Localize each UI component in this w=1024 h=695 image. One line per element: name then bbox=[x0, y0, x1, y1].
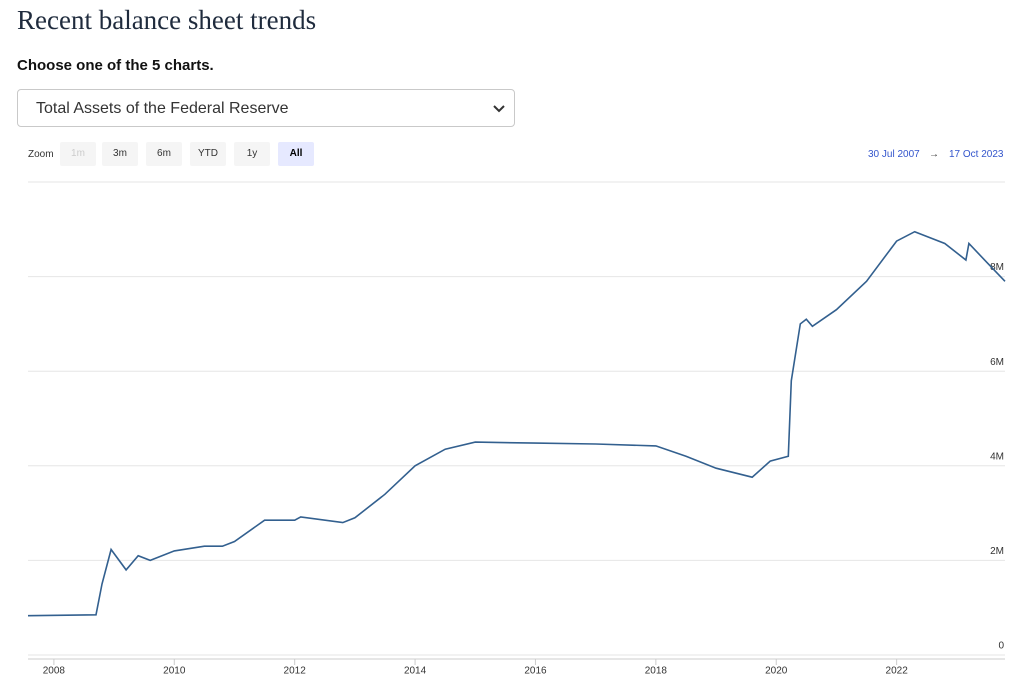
x-tick-label: 2014 bbox=[404, 666, 427, 677]
x-tick-label: 2008 bbox=[43, 666, 66, 677]
x-tick-label: 2020 bbox=[765, 666, 788, 677]
zoom-button[interactable]: 1y bbox=[234, 142, 270, 166]
zoom-button[interactable]: YTD bbox=[190, 142, 226, 166]
chart-select[interactable]: Total Assets of the Federal Reserve bbox=[17, 89, 515, 127]
y-tick-label: 0 bbox=[998, 641, 1004, 652]
y-tick-label: 6M bbox=[990, 357, 1004, 368]
data-line bbox=[27, 230, 1006, 617]
x-tick-label: 2016 bbox=[524, 666, 547, 677]
range-to[interactable]: 17 Oct 2023 bbox=[949, 149, 1004, 160]
chevron bbox=[493, 105, 505, 113]
page-title: Recent balance sheet trends bbox=[17, 5, 317, 35]
y-tick-label: 8M bbox=[990, 262, 1004, 273]
x-tick-label: 2018 bbox=[645, 666, 668, 677]
select-value: Total Assets of the Federal Reserve bbox=[36, 100, 289, 117]
y-tick-label: 2M bbox=[990, 546, 1004, 557]
range-from[interactable]: 30 Jul 2007 bbox=[868, 149, 920, 160]
y-tick-label: 4M bbox=[990, 451, 1004, 462]
x-tick-label: 2022 bbox=[886, 666, 909, 677]
zoom-button[interactable]: 1m bbox=[60, 142, 96, 166]
zoom-button[interactable]: 6m bbox=[146, 142, 182, 166]
prompt: Choose one of the 5 charts. bbox=[17, 57, 214, 74]
x-tick-label: 2012 bbox=[284, 666, 307, 677]
zoom-button[interactable]: 3m bbox=[102, 142, 138, 166]
range-separator: → bbox=[929, 149, 939, 160]
zoom-button[interactable]: All bbox=[278, 142, 314, 166]
x-tick-label: 2010 bbox=[163, 666, 186, 677]
zoom-label: Zoom bbox=[28, 149, 54, 160]
